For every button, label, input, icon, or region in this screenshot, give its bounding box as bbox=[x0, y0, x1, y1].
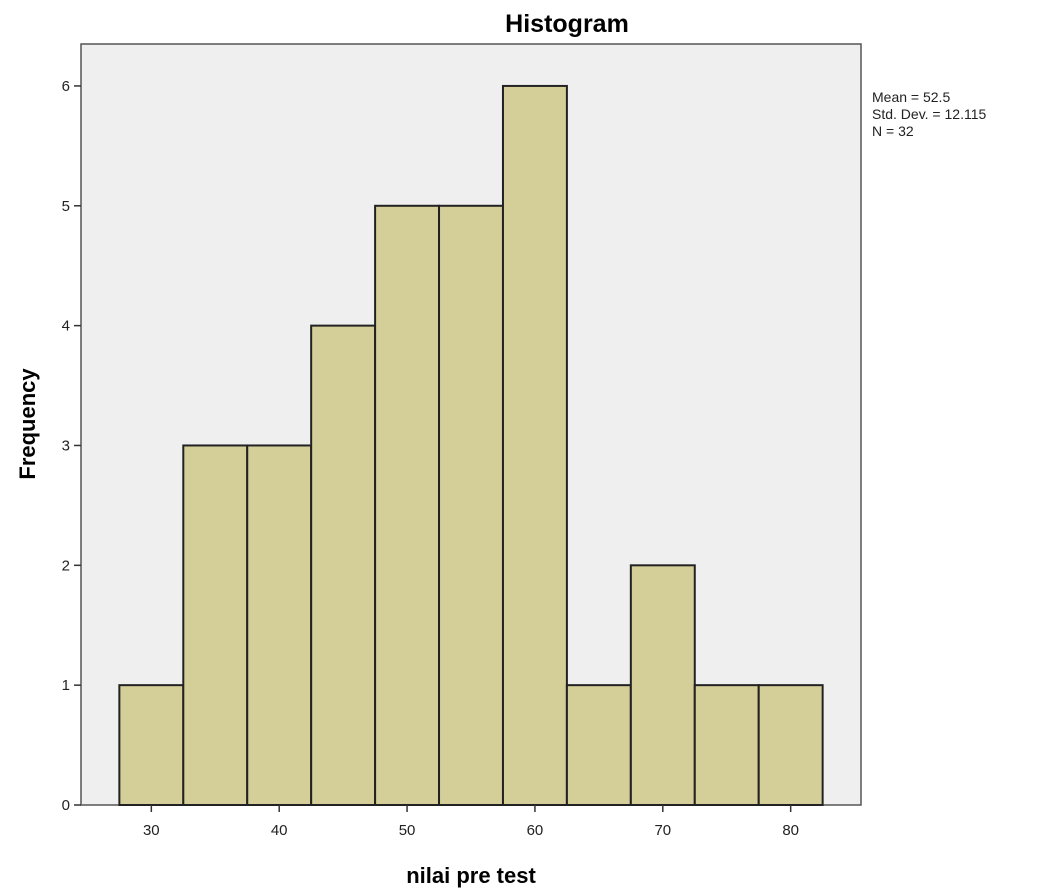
x-tick-label: 50 bbox=[399, 822, 416, 839]
stats-std-dev: Std. Dev. = 12.115 bbox=[872, 106, 986, 122]
stats-mean: Mean = 52.5 bbox=[872, 89, 950, 105]
y-tick-label: 0 bbox=[62, 797, 70, 814]
x-tick-label: 40 bbox=[271, 822, 288, 839]
stats-n: N = 32 bbox=[872, 123, 914, 139]
chart-title: Histogram bbox=[505, 10, 629, 38]
histogram-bar-45 bbox=[310, 324, 377, 806]
x-tick-label: 80 bbox=[782, 822, 799, 839]
x-tick-label: 70 bbox=[654, 822, 671, 839]
y-tick-label: 6 bbox=[62, 78, 70, 95]
histogram-bar-70 bbox=[629, 564, 696, 806]
y-tick-label: 3 bbox=[62, 437, 70, 454]
histogram-bar-80 bbox=[757, 684, 824, 806]
y-axis: 0 1 2 3 4 5 6 bbox=[62, 78, 81, 814]
y-tick-label: 1 bbox=[62, 677, 70, 694]
y-axis-title: Frequency bbox=[15, 368, 40, 480]
histogram-bar-55 bbox=[438, 204, 504, 806]
histogram-bar-30 bbox=[118, 684, 185, 806]
x-tick-label: 60 bbox=[527, 822, 544, 839]
x-tick-label: 30 bbox=[143, 822, 160, 839]
histogram-bar-50 bbox=[374, 204, 441, 806]
bars-group bbox=[118, 84, 824, 806]
histogram-bar-65 bbox=[565, 684, 632, 806]
histogram-bar-75 bbox=[693, 684, 760, 806]
histogram-bar-60 bbox=[501, 84, 568, 806]
x-axis: 30 40 50 60 70 80 bbox=[143, 805, 799, 839]
y-tick-label: 5 bbox=[62, 198, 70, 215]
y-tick-label: 4 bbox=[62, 318, 70, 335]
histogram-bar-35 bbox=[182, 444, 249, 806]
stats-box: Mean = 52.5 Std. Dev. = 12.115 N = 32 bbox=[872, 89, 986, 139]
histogram-bar-40 bbox=[246, 444, 313, 806]
y-tick-label: 2 bbox=[62, 557, 70, 574]
x-axis-title: nilai pre test bbox=[406, 863, 536, 888]
